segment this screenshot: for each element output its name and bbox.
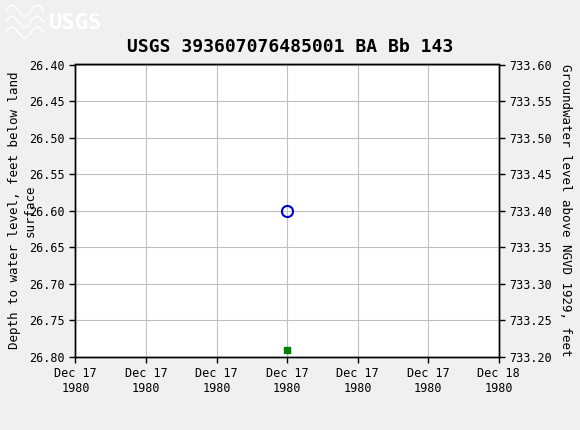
Text: USGS: USGS <box>49 12 103 33</box>
Y-axis label: Groundwater level above NGVD 1929, feet: Groundwater level above NGVD 1929, feet <box>559 64 572 357</box>
Y-axis label: Depth to water level, feet below land
surface: Depth to water level, feet below land su… <box>9 72 37 350</box>
Text: USGS 393607076485001 BA Bb 143: USGS 393607076485001 BA Bb 143 <box>127 38 453 56</box>
